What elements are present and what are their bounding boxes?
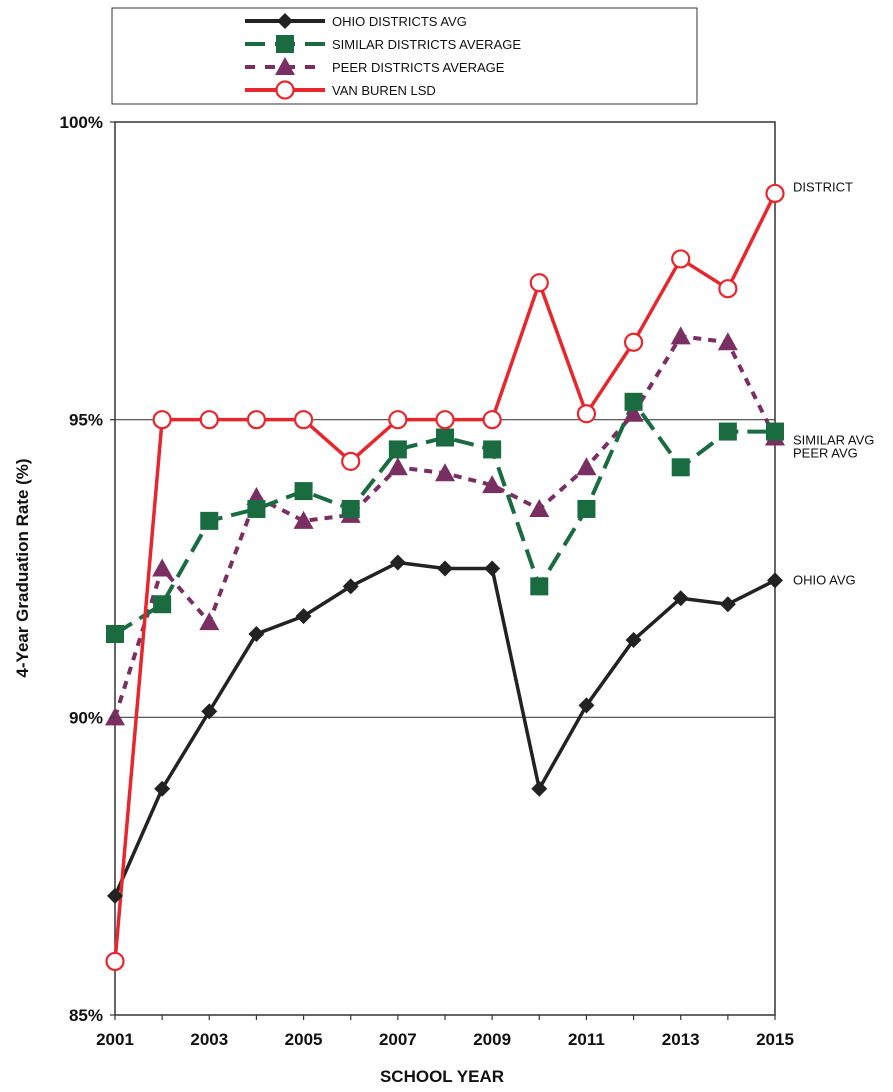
data-point-van-buren-lsd	[767, 185, 784, 202]
data-point-similar-districts-average	[389, 440, 407, 458]
data-point-van-buren-lsd	[248, 411, 265, 428]
data-point-similar-districts-average	[436, 429, 454, 447]
data-point-similar-districts-average	[719, 423, 737, 441]
y-tick-label: 100%	[60, 113, 103, 132]
data-point-van-buren-lsd	[672, 250, 689, 267]
data-point-van-buren-lsd	[625, 334, 642, 351]
data-point-similar-districts-average	[530, 577, 548, 595]
y-tick-label: 90%	[69, 708, 103, 727]
x-tick-label: 2013	[662, 1030, 700, 1049]
y-tick-label: 85%	[69, 1006, 103, 1025]
data-point-similar-districts-average	[577, 500, 595, 518]
data-point-similar-districts-average	[106, 625, 124, 643]
data-point-van-buren-lsd	[531, 274, 548, 291]
series-end-label: PEER AVG	[793, 446, 858, 461]
data-point-van-buren-lsd	[107, 953, 124, 970]
data-point-similar-districts-average	[295, 482, 313, 500]
data-point-van-buren-lsd	[484, 411, 501, 428]
x-axis-ticks: 2001 2003 2005 2007 2009 2011 2013 2015	[96, 1015, 794, 1049]
data-point-similar-districts-average	[672, 458, 690, 476]
data-point-similar-districts-average	[766, 423, 784, 441]
x-tick-label: 2003	[190, 1030, 228, 1049]
data-point-similar-districts-average	[483, 440, 501, 458]
data-point-similar-districts-average	[625, 393, 643, 411]
data-point-similar-districts-average	[200, 512, 218, 530]
series-end-label: DISTRICT	[793, 179, 853, 194]
data-point-van-buren-lsd	[154, 411, 171, 428]
legend-label: VAN BUREN LSD	[332, 83, 436, 98]
x-tick-label: 2001	[96, 1030, 134, 1049]
x-tick-label: 2005	[285, 1030, 323, 1049]
data-point-van-buren-lsd	[342, 453, 359, 470]
data-point-similar-districts-average	[153, 595, 171, 613]
x-tick-label: 2007	[379, 1030, 417, 1049]
x-axis-title: SCHOOL YEAR	[380, 1067, 504, 1086]
data-point-van-buren-lsd	[295, 411, 312, 428]
legend-marker	[277, 82, 294, 99]
data-point-van-buren-lsd	[719, 280, 736, 297]
legend-marker	[276, 35, 294, 53]
data-point-similar-districts-average	[342, 500, 360, 518]
series-end-label: OHIO AVG	[793, 572, 856, 587]
y-axis-ticks: 85% 90% 95% 100%	[60, 113, 115, 1025]
data-point-similar-districts-average	[247, 500, 265, 518]
y-axis-title: 4-Year Graduation Rate (%)	[13, 458, 32, 677]
legend-label: SIMILAR DISTRICTS AVERAGE	[332, 37, 521, 52]
y-tick-label: 95%	[69, 411, 103, 430]
legend-label: PEER DISTRICTS AVERAGE	[332, 60, 505, 75]
data-point-van-buren-lsd	[201, 411, 218, 428]
data-point-van-buren-lsd	[578, 405, 595, 422]
data-point-van-buren-lsd	[437, 411, 454, 428]
legend: OHIO DISTRICTS AVG SIMILAR DISTRICTS AVER…	[112, 8, 697, 104]
data-point-van-buren-lsd	[389, 411, 406, 428]
legend-label: OHIO DISTRICTS AVG	[332, 14, 467, 29]
x-tick-label: 2011	[568, 1030, 605, 1049]
x-tick-label: 2009	[473, 1030, 511, 1049]
x-tick-label: 2015	[756, 1030, 794, 1049]
